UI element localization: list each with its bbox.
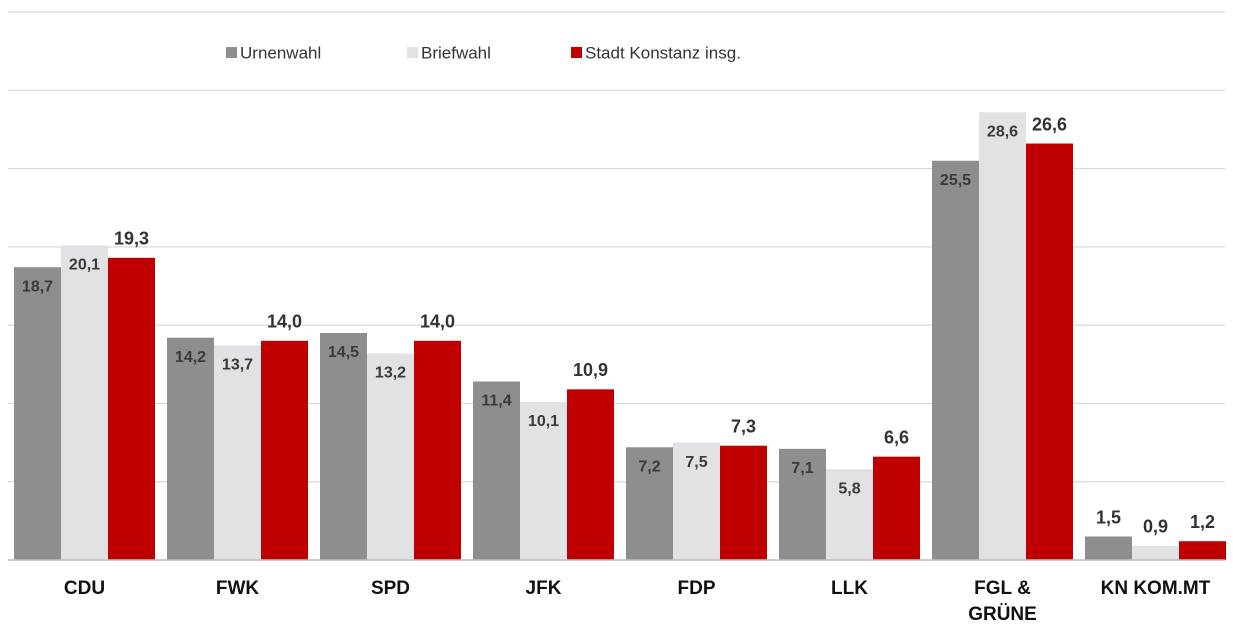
- data-label: 0,9: [1143, 517, 1168, 537]
- data-label: 25,5: [940, 172, 971, 189]
- data-label: 13,7: [222, 357, 253, 374]
- data-label: 1,5: [1096, 507, 1121, 527]
- bar: [826, 469, 873, 560]
- bar: [61, 245, 108, 560]
- x-tick-label: CDU: [63, 578, 106, 599]
- data-label: 7,5: [685, 454, 707, 471]
- bar: [779, 448, 826, 560]
- bar: [108, 257, 155, 560]
- bar: [1085, 536, 1132, 560]
- bar: [673, 442, 720, 560]
- data-label: 26,6: [1032, 114, 1067, 134]
- bar: [626, 447, 673, 560]
- data-label: 7,1: [791, 460, 813, 477]
- bar: [720, 445, 767, 560]
- data-label: 28,6: [987, 123, 1018, 140]
- bar: [873, 456, 920, 560]
- data-label: 10,1: [528, 413, 559, 430]
- bar: [261, 340, 308, 560]
- bar: [932, 160, 979, 560]
- bar: [367, 353, 414, 560]
- legend-swatch: [407, 47, 418, 58]
- x-tick-label: JFK: [525, 578, 562, 599]
- x-tick-label: LLK: [831, 578, 868, 599]
- legend-label: Urnenwahl: [240, 43, 321, 62]
- bar: [979, 112, 1026, 560]
- legend-label: Stadt Konstanz insg.: [585, 43, 741, 62]
- bar: [214, 345, 261, 560]
- data-label: 20,1: [69, 257, 100, 274]
- bar: [520, 401, 567, 560]
- data-label: 6,6: [884, 427, 909, 447]
- data-label: 14,0: [267, 312, 302, 332]
- bar: [1179, 541, 1226, 560]
- x-tick-label: SPD: [370, 578, 411, 599]
- bar: [414, 340, 461, 560]
- bar: [1026, 143, 1073, 560]
- data-label: 11,4: [481, 393, 511, 410]
- bar: [167, 337, 214, 560]
- data-label: 5,8: [838, 480, 860, 497]
- x-tick-label: FWK: [215, 578, 260, 599]
- data-label: 14,5: [328, 344, 359, 361]
- x-tick-label: FDP: [677, 578, 716, 599]
- data-label: 14,2: [175, 349, 206, 366]
- legend-label: Briefwahl: [421, 43, 491, 62]
- bar: [473, 381, 520, 560]
- data-label: 7,2: [638, 458, 660, 475]
- x-tick-label: FGL & GRÜNE: [968, 578, 1037, 625]
- data-label: 1,2: [1190, 512, 1215, 532]
- data-label: 19,3: [114, 229, 149, 249]
- legend-swatch: [226, 47, 237, 58]
- bar: [320, 332, 367, 560]
- legend-swatch: [571, 47, 582, 58]
- data-label: 18,7: [22, 278, 53, 295]
- bar: [567, 389, 614, 560]
- bar: [14, 267, 61, 560]
- data-label: 10,9: [573, 360, 608, 380]
- data-label: 13,2: [375, 365, 406, 382]
- data-label: 7,3: [731, 416, 756, 436]
- data-label: 14,0: [420, 312, 455, 332]
- x-tick-label: KN KOM.MT: [1100, 578, 1211, 599]
- bar: [1132, 545, 1179, 560]
